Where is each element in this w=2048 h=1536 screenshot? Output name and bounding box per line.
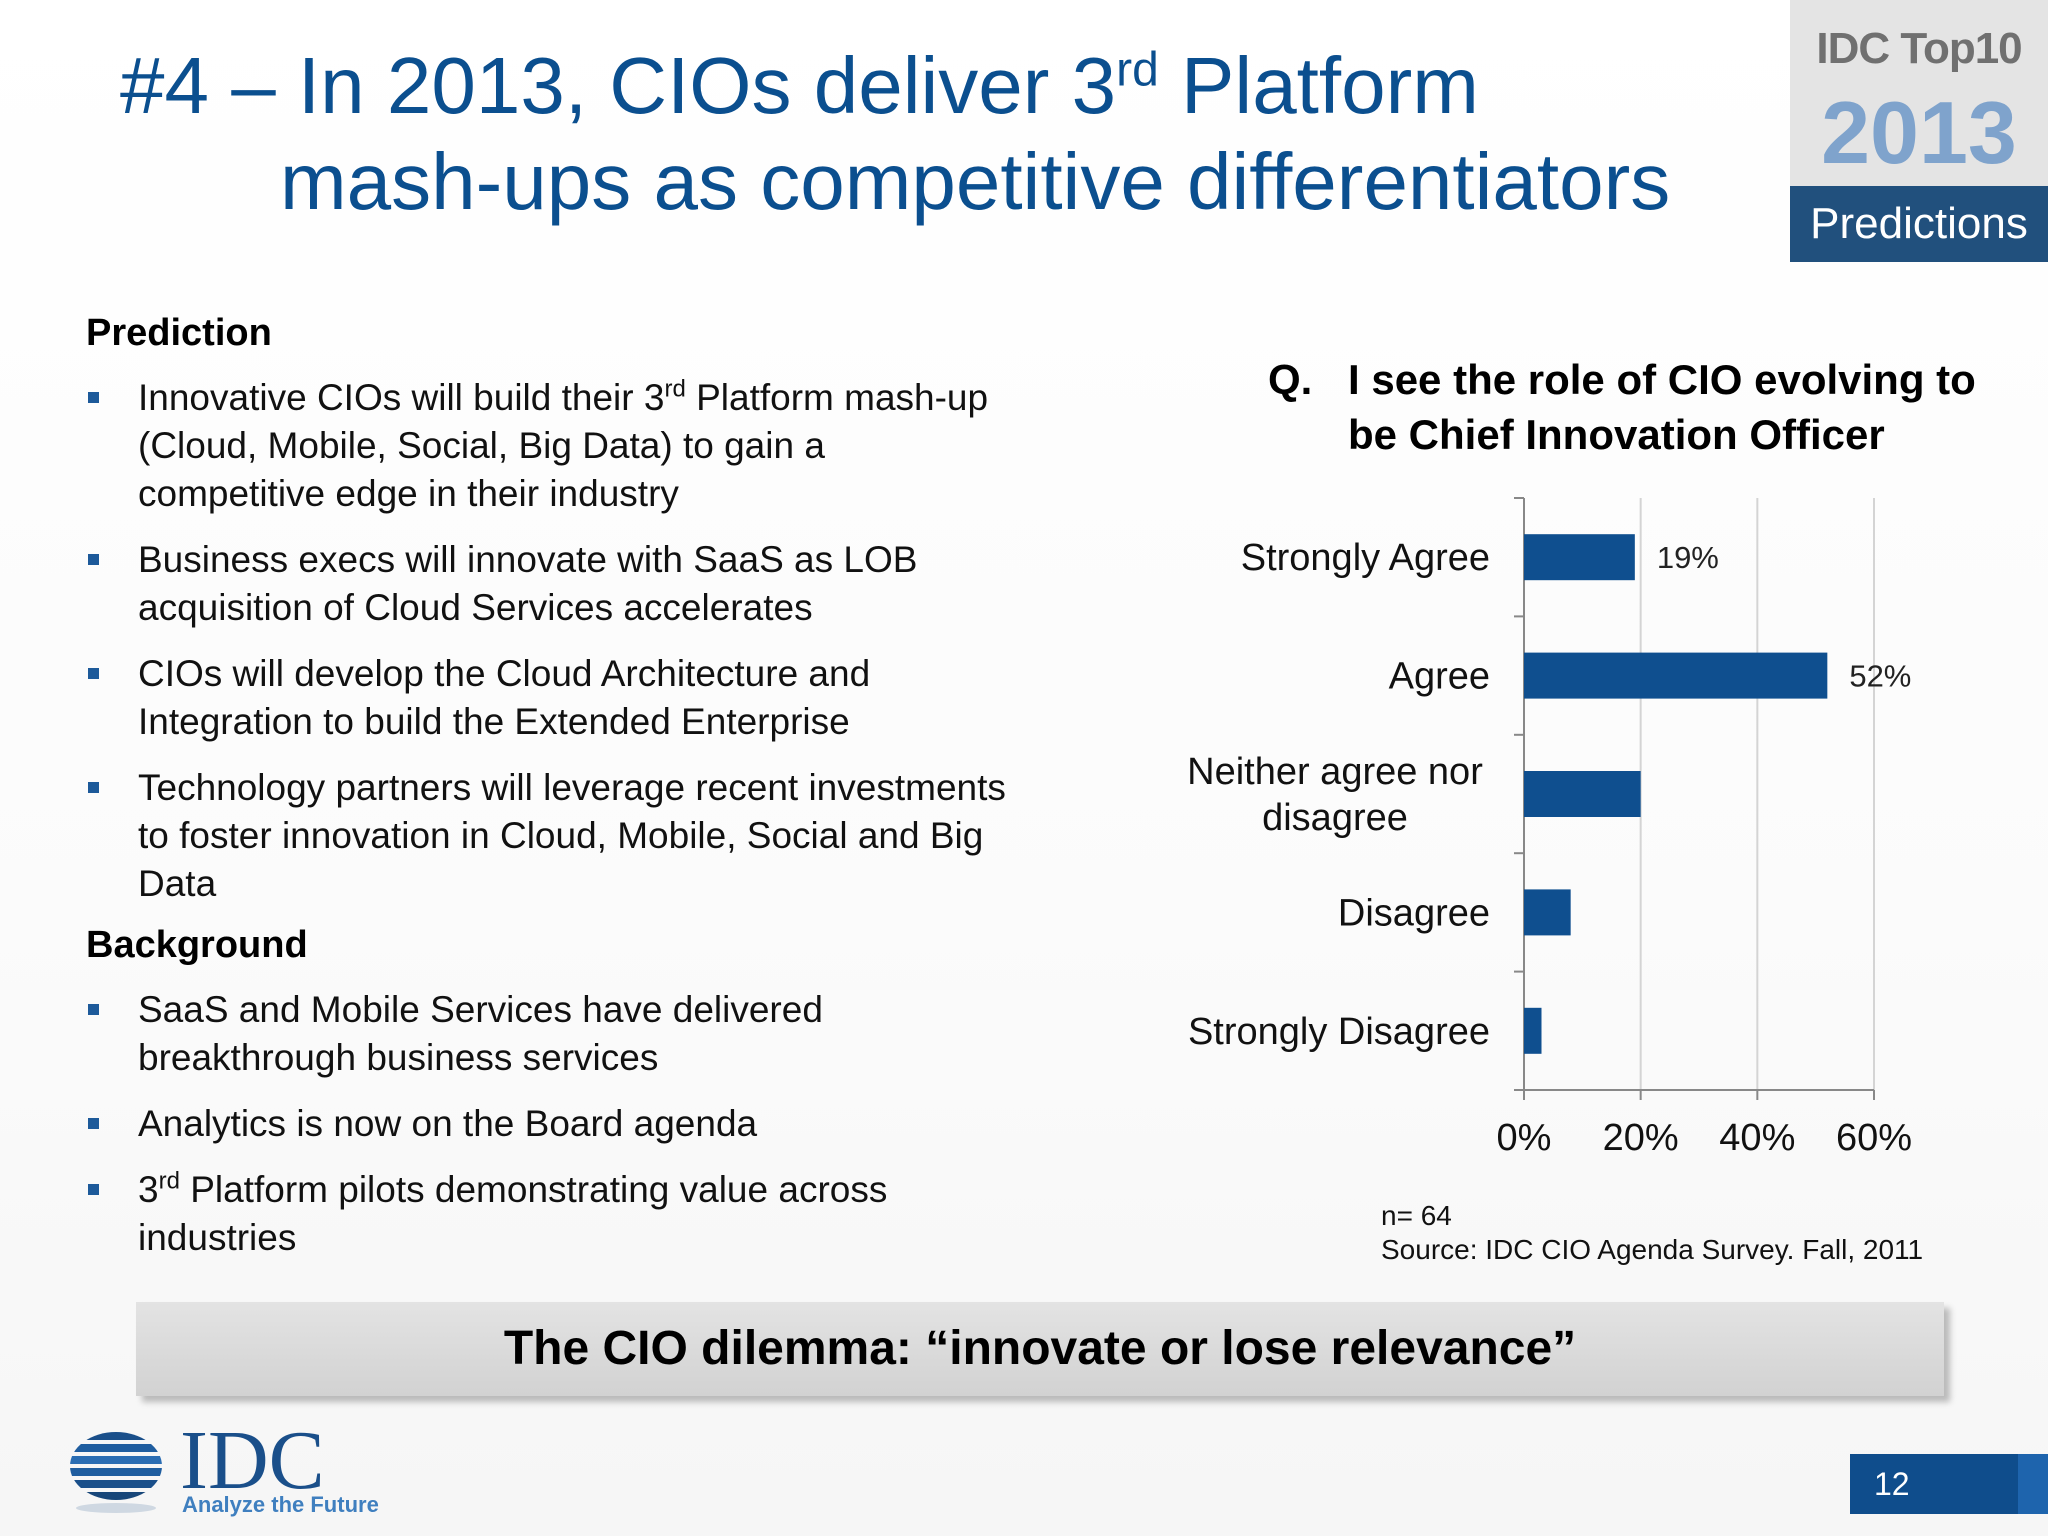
bullet-square-icon bbox=[88, 1184, 99, 1195]
slide-title: #4 – In 2013, CIOs deliver 3rd Platform … bbox=[120, 38, 1760, 230]
bar bbox=[1524, 1007, 1542, 1054]
bullet-text-continued: Platform pilots demonstrating value acro… bbox=[138, 1169, 888, 1258]
bullet-text: CIOs will develop the Cloud Architecture… bbox=[138, 653, 871, 742]
bullet-item: 3rd Platform pilots demonstrating value … bbox=[86, 1166, 1016, 1262]
category-label-line: disagree bbox=[1262, 797, 1408, 839]
idc-top10-badge: IDC Top10 2013 Predictions bbox=[1790, 0, 2048, 262]
bullet-item: SaaS and Mobile Services have delivered … bbox=[86, 986, 1016, 1082]
x-tick-label: 20% bbox=[1603, 1117, 1679, 1159]
data-label: 52% bbox=[1849, 659, 1911, 694]
bullet-square-icon bbox=[88, 554, 99, 565]
bullet-text: Analytics is now on the Board agenda bbox=[138, 1103, 758, 1144]
category-label: Disagree bbox=[1338, 892, 1490, 934]
logo-tagline: Analyze the Future bbox=[182, 1492, 379, 1517]
globe-icon bbox=[70, 1432, 162, 1513]
bullet-superscript: rd bbox=[158, 1167, 180, 1195]
title-prefix: #4 – In 2013, CIOs deliver 3 bbox=[120, 41, 1117, 130]
bar bbox=[1524, 889, 1571, 936]
bullet-text: SaaS and Mobile Services have delivered … bbox=[138, 989, 823, 1078]
x-tick-label: 40% bbox=[1719, 1117, 1795, 1159]
category-label: Neither agree nor disagree bbox=[1187, 751, 1483, 839]
category-label: Strongly Disagree bbox=[1188, 1011, 1490, 1053]
badge-top-text: IDC Top10 bbox=[1816, 24, 2022, 73]
bullet-text: Innovative CIOs will build their 3 bbox=[138, 377, 665, 418]
category-label: Strongly Agree bbox=[1241, 537, 1490, 579]
chart-question: Q. I see the role of CIO evolving to be … bbox=[1268, 352, 2008, 462]
bullet-item: Analytics is now on the Board agenda bbox=[86, 1100, 1016, 1148]
source-note: Source: IDC CIO Agenda Survey. Fall, 201… bbox=[1381, 1234, 1924, 1265]
data-label: 19% bbox=[1657, 540, 1719, 575]
badge-year: 2013 bbox=[1821, 83, 2017, 182]
bullet-item: Innovative CIOs will build their 3rd Pla… bbox=[86, 374, 1016, 518]
bar bbox=[1524, 534, 1635, 581]
title-suffix: Platform bbox=[1158, 41, 1479, 130]
bullet-text: Business execs will innovate with SaaS a… bbox=[138, 539, 918, 628]
bar bbox=[1524, 652, 1828, 699]
category-label-line: Neither agree nor bbox=[1187, 751, 1483, 793]
logo-wordmark: IDC bbox=[180, 1414, 325, 1507]
x-tick-label: 60% bbox=[1836, 1117, 1912, 1159]
bullet-item: CIOs will develop the Cloud Architecture… bbox=[86, 650, 1016, 746]
sample-size-note: n= 64 bbox=[1381, 1200, 1452, 1231]
page-number-accent bbox=[2018, 1454, 2048, 1514]
bar bbox=[1524, 771, 1641, 817]
badge-label: Predictions bbox=[1790, 186, 2048, 262]
prediction-heading: Prediction bbox=[86, 312, 272, 354]
idc-logo: IDC Analyze the Future bbox=[60, 1416, 380, 1526]
question-marker: Q. bbox=[1268, 356, 1313, 403]
bullet-square-icon bbox=[88, 392, 99, 403]
background-list: SaaS and Mobile Services have delivered … bbox=[86, 986, 1016, 1280]
survey-bar-chart: 0% 20% 40% 60% Strongly Agree 19% Agree 52% Neit… bbox=[1187, 497, 1912, 1159]
category-label: Agree bbox=[1389, 656, 1490, 698]
bullet-square-icon bbox=[88, 1118, 99, 1129]
page-number: 12 bbox=[1850, 1454, 2018, 1514]
bullet-square-icon bbox=[88, 1004, 99, 1015]
dilemma-banner: The CIO dilemma: “innovate or lose relev… bbox=[136, 1302, 1944, 1396]
prediction-list: Innovative CIOs will build their 3rd Pla… bbox=[86, 374, 1016, 926]
title-superscript: rd bbox=[1116, 43, 1159, 97]
x-tick-label: 0% bbox=[1497, 1117, 1552, 1159]
bullet-text-continued: Platform mash-up (Cloud, Mobile, Social,… bbox=[138, 377, 989, 514]
bullet-text: 3 bbox=[138, 1169, 159, 1210]
background-heading: Background bbox=[86, 924, 308, 966]
bullet-square-icon bbox=[88, 782, 99, 793]
bullet-square-icon bbox=[88, 668, 99, 679]
bullet-superscript: rd bbox=[664, 375, 686, 403]
title-line-2: mash-ups as competitive differentiators bbox=[280, 137, 1671, 226]
bullet-item: Business execs will innovate with SaaS a… bbox=[86, 536, 1016, 632]
bullet-text: Technology partners will leverage recent… bbox=[138, 767, 1006, 904]
bullet-item: Technology partners will leverage recent… bbox=[86, 764, 1016, 908]
question-text: I see the role of CIO evolving to be Chi… bbox=[1348, 356, 1976, 458]
